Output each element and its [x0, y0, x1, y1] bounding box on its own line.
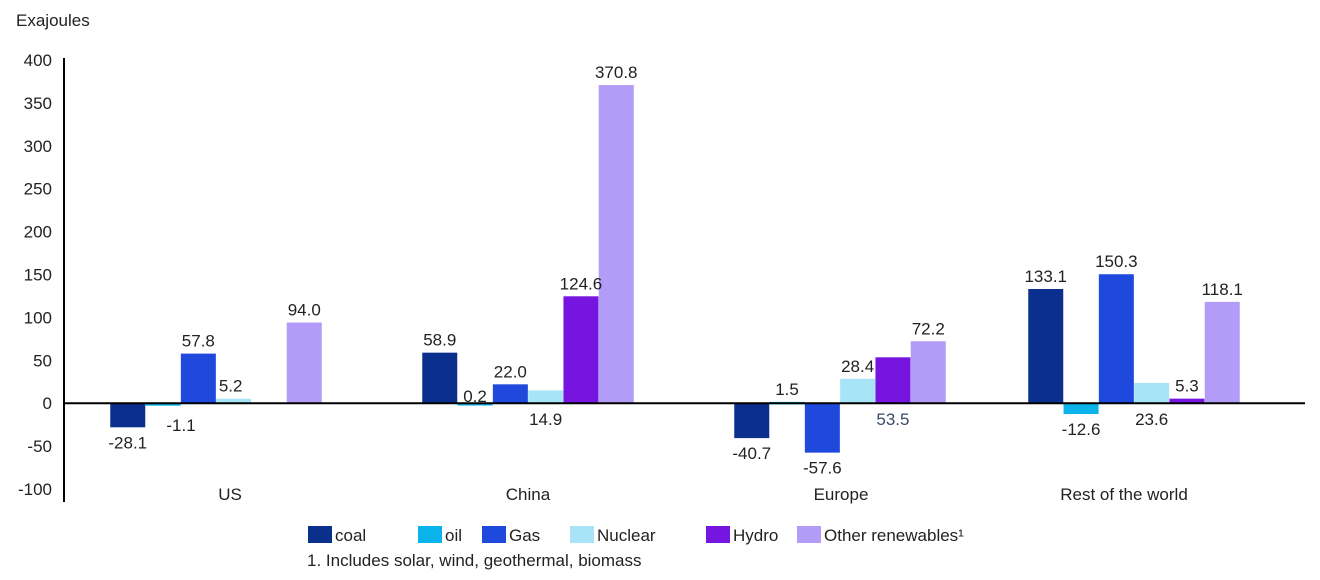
bar [563, 296, 599, 404]
y-tick-label: -100 [18, 480, 52, 499]
legend-swatch [570, 526, 594, 543]
data-label: 5.2 [219, 377, 243, 396]
category-label: Europe [814, 485, 869, 504]
data-label: -12.6 [1062, 420, 1101, 439]
data-label: 14.9 [529, 410, 562, 429]
y-tick-label: 350 [24, 94, 52, 113]
legend-swatch [308, 526, 332, 543]
y-tick-label: -50 [27, 437, 52, 456]
category-label: Rest of the world [1060, 485, 1188, 504]
bar [910, 341, 946, 404]
category-label: China [506, 485, 551, 504]
bar [145, 403, 181, 406]
y-tick-label: 0 [43, 394, 52, 413]
y-tick-label: 200 [24, 223, 52, 242]
y-tick-label: 150 [24, 266, 52, 285]
bar [422, 352, 458, 404]
bar [110, 403, 146, 428]
data-label: 5.3 [1175, 377, 1199, 396]
data-label: -1.1 [166, 416, 195, 435]
data-label: -57.6 [803, 459, 842, 478]
data-label: 72.2 [912, 319, 945, 338]
data-label: 0.2 [463, 387, 487, 406]
bar [492, 384, 528, 404]
category-label: US [218, 485, 242, 504]
y-tick-label: 300 [24, 137, 52, 156]
data-label: 23.6 [1135, 410, 1168, 429]
bar [1028, 289, 1064, 404]
data-label: 133.1 [1024, 267, 1067, 286]
footnote: 1. Includes solar, wind, geothermal, bio… [307, 551, 642, 570]
legend-swatch [482, 526, 506, 543]
legend-label: oil [445, 526, 462, 545]
data-label: 370.8 [595, 63, 638, 82]
legend-label: Gas [509, 526, 540, 545]
data-label: 53.5 [876, 410, 909, 429]
y-tick-label: 100 [24, 308, 52, 327]
data-label: -40.7 [732, 444, 771, 463]
bar [216, 398, 252, 404]
bar [1063, 403, 1099, 415]
bar [1204, 301, 1240, 404]
legend-swatch [797, 526, 821, 543]
legend-label: Other renewables¹ [824, 526, 964, 545]
bar [1169, 398, 1205, 404]
data-label: 57.8 [182, 332, 215, 351]
data-label: 118.1 [1202, 280, 1243, 299]
bar [1134, 382, 1170, 404]
data-label: 28.4 [841, 357, 874, 376]
legend-swatch [706, 526, 730, 543]
data-label: -28.1 [108, 433, 147, 452]
y-axis-label: Exajoules [16, 11, 90, 30]
y-tick-label: 250 [24, 180, 52, 199]
bar [457, 403, 493, 406]
data-label: 1.5 [775, 380, 799, 399]
y-tick-label: 50 [33, 351, 52, 370]
bar [598, 85, 634, 404]
bar [875, 357, 911, 404]
bar [840, 378, 876, 404]
bar [734, 403, 770, 439]
legend-label: coal [335, 526, 366, 545]
data-label: 94.0 [288, 301, 321, 320]
y-tick-label: 400 [24, 51, 52, 70]
data-label: 58.9 [423, 331, 456, 350]
legend-swatch [418, 526, 442, 543]
bar [180, 353, 216, 404]
data-label: 124.6 [560, 274, 603, 293]
bar [528, 390, 564, 404]
legend-label: Hydro [733, 526, 778, 545]
data-label: 150.3 [1095, 252, 1138, 271]
bar [286, 322, 322, 404]
data-label: 22.0 [494, 362, 527, 381]
bar [804, 403, 840, 453]
legend-label: Nuclear [597, 526, 656, 545]
bar [1098, 274, 1134, 404]
